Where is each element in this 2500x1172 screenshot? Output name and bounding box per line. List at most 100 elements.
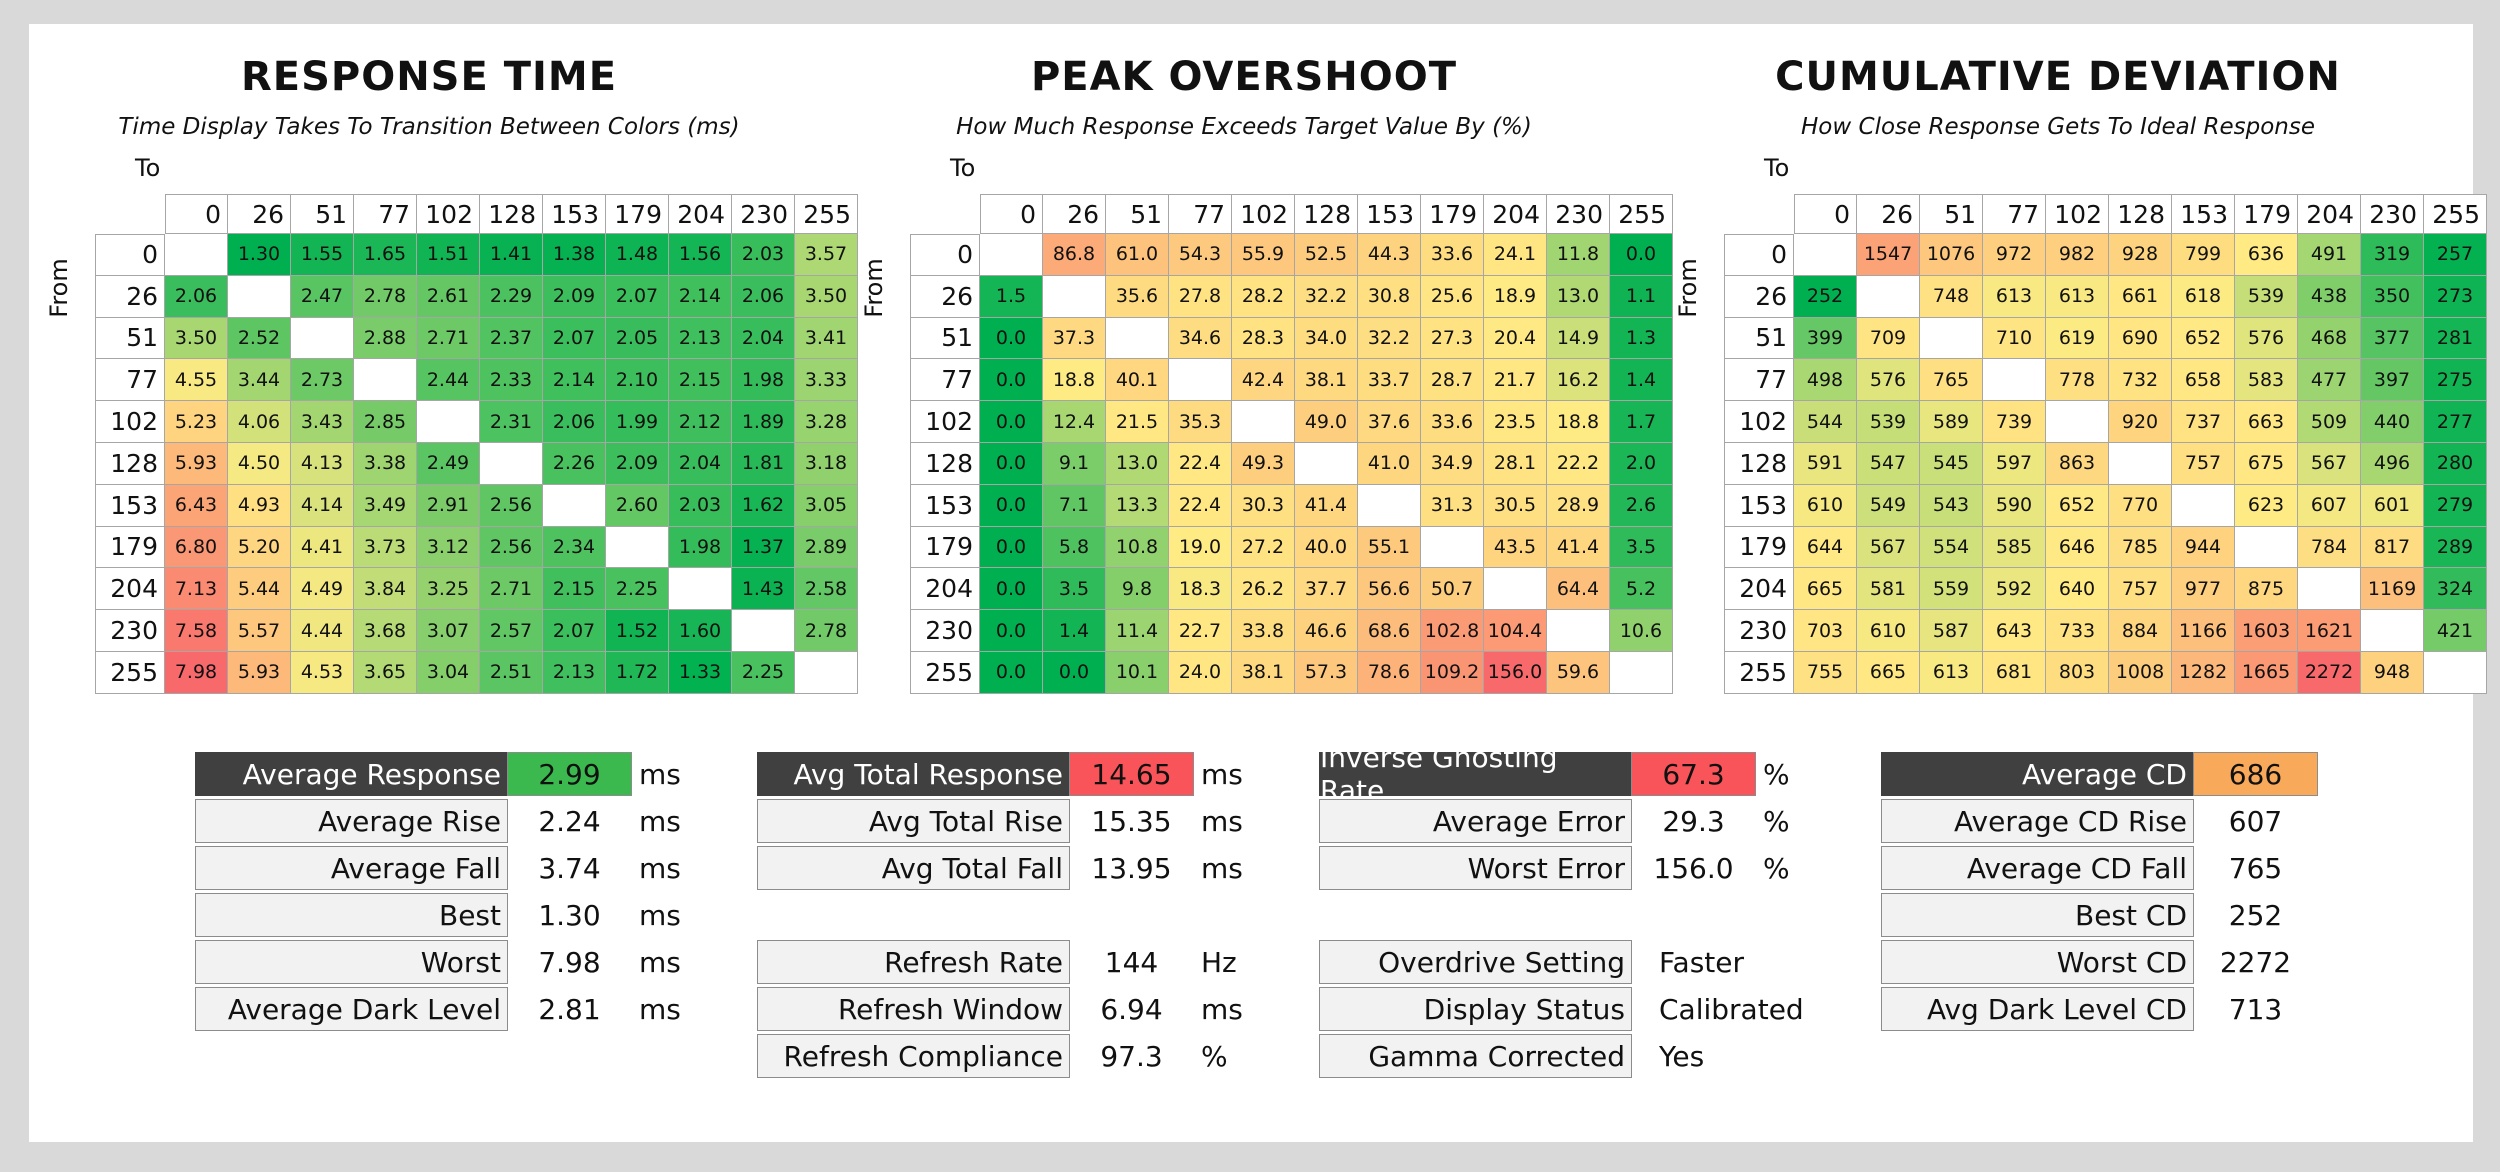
heatmap-cell: 399 bbox=[1794, 317, 1857, 360]
average-fall-value: 3.74 bbox=[538, 851, 601, 885]
heatmap-cell: 275 bbox=[2424, 359, 2487, 402]
heatmap-cell: 1.1 bbox=[1610, 275, 1673, 318]
heatmap-cell bbox=[165, 234, 228, 276]
heatmap-cell: 610 bbox=[1794, 484, 1857, 527]
heatmap-cell: 643 bbox=[1983, 610, 2046, 652]
heatmap-cell: 583 bbox=[2235, 359, 2298, 402]
heatmap-cell: 86.8 bbox=[1043, 234, 1106, 276]
heatmap-cell: 2.71 bbox=[480, 568, 543, 611]
heatmap-cell: 13.0 bbox=[1106, 443, 1169, 485]
heatmap-cell: 2.78 bbox=[795, 610, 858, 652]
heatmap-cell: 19.0 bbox=[1169, 526, 1232, 569]
heatmap-cell: 2.14 bbox=[543, 359, 606, 402]
col-header: 0 bbox=[165, 194, 228, 234]
heatmap-cell: 0.0 bbox=[980, 484, 1043, 527]
heatmap-cell: 544 bbox=[1794, 401, 1857, 443]
row-header: 77 bbox=[1724, 359, 1794, 402]
heatmap-cell: 559 bbox=[1920, 568, 1983, 611]
heatmap-cell: 2.03 bbox=[732, 234, 795, 276]
to-axis-label: To bbox=[950, 154, 976, 182]
col-header: 128 bbox=[2109, 194, 2172, 234]
heatmap-cell: 56.6 bbox=[1358, 568, 1421, 611]
heatmap-cell: 2.51 bbox=[480, 652, 543, 694]
heatmap-cell: 1.43 bbox=[732, 568, 795, 611]
heatmap-cell: 3.57 bbox=[795, 234, 858, 276]
heatmap-cell: 27.2 bbox=[1232, 526, 1295, 569]
col-header: 0 bbox=[980, 194, 1043, 234]
heatmap-cell bbox=[980, 234, 1043, 276]
heatmap-cell: 2.58 bbox=[795, 568, 858, 611]
heatmap-cell: 652 bbox=[2046, 484, 2109, 527]
col-header: 179 bbox=[2235, 194, 2298, 234]
stat-label: Refresh Rate bbox=[757, 940, 1070, 984]
heatmap-cell: 799 bbox=[2172, 234, 2235, 276]
heatmap-cell: 3.84 bbox=[354, 568, 417, 611]
stat-unit: ms bbox=[639, 945, 681, 979]
heatmap-cell: 2.10 bbox=[606, 359, 669, 402]
heatmap-cell: 18.8 bbox=[1547, 401, 1610, 443]
heatmap-cell: 2.85 bbox=[354, 401, 417, 443]
heatmap-cell: 2.73 bbox=[291, 359, 354, 402]
heatmap-cell: 784 bbox=[2298, 526, 2361, 569]
heatmap-cell: 1665 bbox=[2235, 652, 2298, 694]
heatmap-cell: 421 bbox=[2424, 610, 2487, 652]
heatmap-cell: 863 bbox=[2046, 443, 2109, 485]
heatmap-cell: 49.0 bbox=[1295, 401, 1358, 443]
heatmap-cell: 765 bbox=[1920, 359, 1983, 402]
col-header: 179 bbox=[1421, 194, 1484, 234]
heatmap-cell: 32.2 bbox=[1358, 317, 1421, 360]
heatmap-cell: 3.68 bbox=[354, 610, 417, 652]
heatmap-cell: 3.28 bbox=[795, 401, 858, 443]
heatmap-cell: 0.0 bbox=[980, 443, 1043, 485]
heatmap-cell bbox=[1920, 317, 1983, 360]
heatmap-cell: 2.88 bbox=[354, 317, 417, 360]
avg-total-fall-value: 13.95 bbox=[1091, 851, 1172, 885]
heatmap-cell: 644 bbox=[1794, 526, 1857, 569]
heatmap-cell bbox=[2046, 401, 2109, 443]
stat-label: Worst Error bbox=[1319, 846, 1632, 890]
heatmap-cell: 576 bbox=[1857, 359, 1920, 402]
heatmap-cell: 2.89 bbox=[795, 526, 858, 569]
heatmap-cell: 22.7 bbox=[1169, 610, 1232, 652]
heatmap-cell: 3.49 bbox=[354, 484, 417, 527]
from-axis-label: From bbox=[860, 258, 888, 318]
heatmap-cell: 665 bbox=[1857, 652, 1920, 694]
heatmap-cell: 1547 bbox=[1857, 234, 1920, 276]
heatmap-cell: 665 bbox=[1794, 568, 1857, 611]
heatmap-cell: 4.53 bbox=[291, 652, 354, 694]
heatmap-cell: 539 bbox=[2235, 275, 2298, 318]
avg-total-response-value: 14.65 bbox=[1069, 752, 1194, 796]
stat-label: Average Response bbox=[195, 752, 508, 796]
heatmap-cell: 5.93 bbox=[165, 443, 228, 485]
heatmap-cell: 22.2 bbox=[1547, 443, 1610, 485]
heatmap-cell: 34.9 bbox=[1421, 443, 1484, 485]
heatmap-cell: 31.3 bbox=[1421, 484, 1484, 527]
row-header: 51 bbox=[1724, 317, 1794, 360]
heatmap-cell: 30.3 bbox=[1232, 484, 1295, 527]
heatmap-cell: 2.09 bbox=[606, 443, 669, 485]
heatmap-cell: 757 bbox=[2109, 568, 2172, 611]
heatmap-cell bbox=[669, 568, 732, 611]
heatmap-cell: 21.5 bbox=[1106, 401, 1169, 443]
heatmap-cell: 1.99 bbox=[606, 401, 669, 443]
heatmap-cell: 2.15 bbox=[543, 568, 606, 611]
heatmap-cell: 4.06 bbox=[228, 401, 291, 443]
row-header: 179 bbox=[95, 526, 165, 569]
heatmap-cell: 4.50 bbox=[228, 443, 291, 485]
col-header: 204 bbox=[1484, 194, 1547, 234]
heatmap-cell: 9.8 bbox=[1106, 568, 1169, 611]
col-header: 128 bbox=[480, 194, 543, 234]
heatmap-cell: 640 bbox=[2046, 568, 2109, 611]
heatmap-cell: 5.8 bbox=[1043, 526, 1106, 569]
heatmap-cell bbox=[417, 401, 480, 443]
heatmap-cell: 1166 bbox=[2172, 610, 2235, 652]
heatmap-cell: 18.9 bbox=[1484, 275, 1547, 318]
heatmap-cell: 2.56 bbox=[480, 484, 543, 527]
panel-title: PEAK OVERSHOOT bbox=[1030, 54, 1458, 100]
stat-label: Worst CD bbox=[1881, 940, 2194, 984]
stat-unit: ms bbox=[1201, 757, 1243, 791]
heatmap-cell: 6.43 bbox=[165, 484, 228, 527]
heatmap-cell: 1.55 bbox=[291, 234, 354, 276]
row-header: 128 bbox=[1724, 443, 1794, 485]
stat-label: Display Status bbox=[1319, 987, 1632, 1031]
